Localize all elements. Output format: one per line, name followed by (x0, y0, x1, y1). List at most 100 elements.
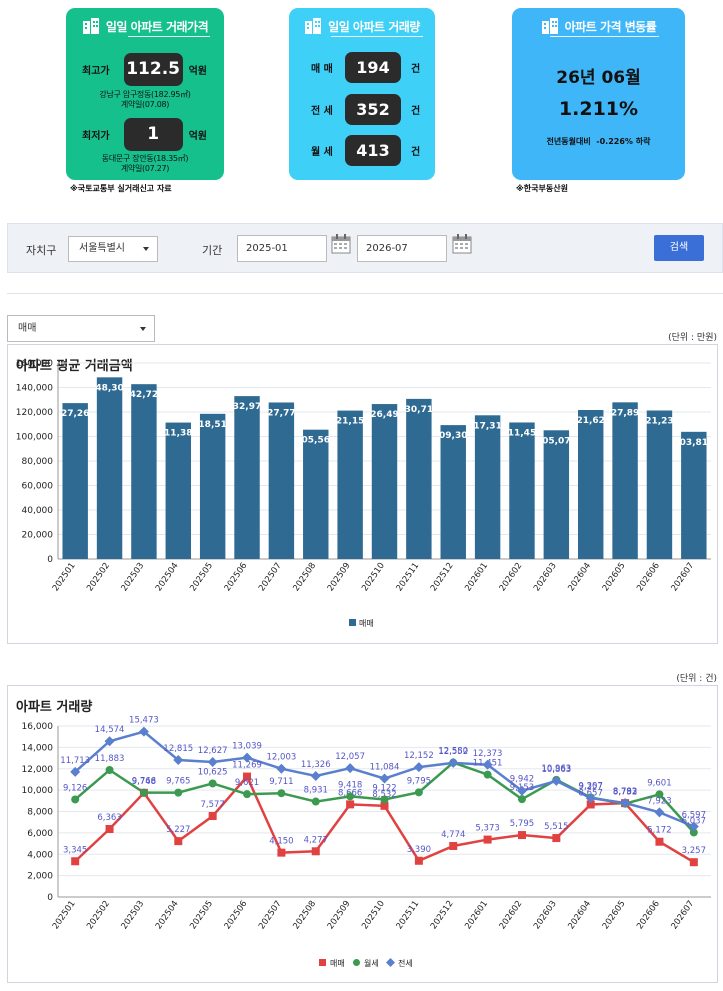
x-tick-label: 202509 (326, 561, 353, 593)
molit-note: ※국토교통부 실거래신고 자료 (70, 184, 172, 193)
data-point (139, 788, 148, 797)
x-tick-label: 202503 (120, 561, 147, 593)
bar (509, 422, 535, 559)
data-point (173, 755, 184, 766)
trade-type-select[interactable]: 매매 (7, 315, 155, 342)
bar-value-label: 03,81 (680, 438, 708, 448)
data-point (517, 795, 526, 804)
data-point (243, 772, 252, 781)
change-rate: 1.211% (558, 98, 639, 120)
chevron-down-icon (140, 327, 146, 331)
bar (612, 402, 638, 559)
volume-jeonse-value: 352 (345, 94, 401, 125)
point-value-label: 4,774 (441, 830, 465, 840)
x-tick-label: 202502 (85, 561, 112, 593)
calendar-icon[interactable] (331, 234, 351, 254)
point-value-label: 11,326 (301, 760, 331, 770)
change-yoy-label: 전년동월대비 (546, 137, 591, 146)
trade-type-value: 매매 (18, 323, 37, 334)
y-tick-label: 140,000 (16, 384, 53, 394)
legend-label: 매매 (330, 959, 345, 968)
y-tick-label: 40,000 (22, 506, 54, 516)
point-value-label: 11,883 (95, 754, 125, 764)
x-tick-label: 202506 (223, 561, 250, 593)
x-tick-label: 202502 (85, 899, 112, 931)
data-point (380, 795, 389, 804)
end-date-input[interactable]: 2026-07 (357, 235, 447, 262)
bar (337, 410, 363, 559)
x-tick-label: 202511 (395, 899, 422, 931)
x-tick-label: 202606 (635, 561, 662, 593)
data-point (208, 779, 217, 788)
point-value-label: 9,942 (510, 775, 534, 785)
volume-jeonse-unit: 건 (411, 106, 421, 117)
bar (96, 377, 123, 559)
data-point (551, 775, 562, 786)
daily-price-card: 일일 아파트 거래가격 최고가 112.5 억원 강남구 압구정동(182.95… (66, 8, 224, 180)
volume-monthly-unit: 건 (411, 147, 421, 158)
search-button[interactable]: 검색 (654, 235, 704, 261)
x-tick-label: 202508 (291, 561, 318, 593)
legend-marker (353, 959, 360, 966)
district-select[interactable]: 서울특별시 (68, 236, 158, 262)
bar-value-label: 42,72 (130, 390, 158, 400)
building-icon (305, 18, 322, 34)
x-tick-label: 202508 (291, 899, 318, 931)
building-icon (541, 18, 558, 34)
data-point (208, 812, 217, 821)
bar-value-label: 11,38 (164, 429, 192, 439)
bar (543, 430, 570, 559)
point-value-label: 5,227 (166, 825, 190, 835)
data-point (585, 793, 596, 804)
x-tick-label: 202607 (669, 899, 696, 931)
x-tick-label: 202505 (188, 561, 215, 593)
daily-price-title: 일일 아파트 거래가격 (66, 18, 224, 37)
x-tick-label: 202506 (223, 899, 250, 931)
bar-value-label: 11,45 (508, 428, 536, 438)
data-point (105, 766, 114, 775)
point-value-label: 9,601 (647, 778, 671, 788)
bar-value-label: 21,15 (336, 417, 364, 427)
start-date-input[interactable]: 2025-01 (237, 235, 327, 262)
y-tick-label: 16,000 (22, 722, 54, 732)
data-point (655, 790, 664, 799)
bar (199, 413, 226, 559)
x-tick-label: 202602 (498, 561, 525, 593)
x-tick-label: 202501 (51, 561, 78, 593)
max-price-desc-1: 강남구 압구정동(182.95㎡) (99, 90, 191, 99)
calendar-icon[interactable] (452, 234, 472, 254)
point-value-label: 3,257 (682, 846, 706, 856)
x-tick-label: 202604 (566, 899, 593, 931)
data-point (655, 837, 664, 846)
change-yoy-value: -0.226% 하락 (596, 137, 651, 146)
point-value-label: 12,627 (198, 746, 228, 756)
bar-value-label: 30,71 (405, 405, 433, 415)
data-point (310, 770, 321, 781)
change-period: 26년 06월 (556, 68, 641, 88)
data-point (174, 837, 183, 846)
point-value-label: 9,711 (269, 777, 293, 787)
point-value-label: 9,766 (132, 777, 156, 787)
data-point (414, 856, 423, 865)
data-point (243, 790, 252, 799)
point-value-label: 3,390 (407, 845, 431, 855)
y-tick-label: 12,000 (22, 765, 54, 775)
point-value-label: 14,574 (95, 725, 125, 735)
data-point (688, 821, 699, 832)
x-tick-label: 202601 (463, 899, 490, 931)
data-point (552, 834, 561, 843)
bar (234, 396, 260, 559)
y-tick-label: 100,000 (16, 433, 53, 443)
volume-chart-title: 아파트 거래량 (16, 700, 93, 715)
volume-sale-unit: 건 (411, 64, 421, 75)
bar (406, 398, 432, 559)
x-tick-label: 202512 (429, 561, 456, 593)
point-value-label: 9,126 (63, 783, 87, 793)
divider (7, 293, 723, 294)
legend-marker (349, 619, 356, 626)
point-value-label: 11,269 (232, 761, 262, 771)
point-value-label: 6,597 (682, 810, 706, 820)
data-point (104, 736, 115, 747)
period-label: 기간 (202, 244, 223, 257)
data-point (516, 785, 527, 796)
